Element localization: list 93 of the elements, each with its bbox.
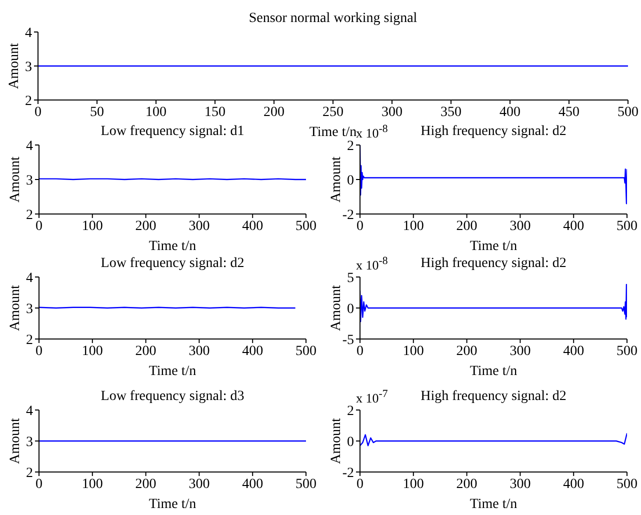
text: x 10$^{-7}$ [356,388,388,406]
chart-title: Sensor normal working signal [248,11,418,27]
y-tick-label: -2 [342,208,354,223]
x-tick-label: 300 [188,476,210,492]
y-axis-title: Amount [8,418,23,464]
x-tick-label: 300 [382,104,402,120]
x-tick-label: 200 [456,476,478,492]
x-axis-title: Time t/n [470,239,518,254]
x-axis-title: Time t/n [148,364,196,379]
y-axis-title: Amount [6,42,22,89]
x-tick-label: 200 [135,218,156,234]
x-tick-label: 100 [82,344,103,359]
x-tick-label: 500 [616,476,638,492]
x-tick-label: 100 [402,476,424,492]
x-tick-label: 400 [563,218,584,234]
x-axis-title: Time t/n [470,497,518,512]
x-tick-label: 400 [242,344,264,359]
y-tick-label: 5 [347,270,354,286]
text: x 10$^{-8}$ [356,123,388,142]
y-tick-label: 2 [26,332,33,348]
x-tick-label: 400 [242,476,264,492]
x-tick-label: 0 [36,476,42,492]
x-tick-label: 200 [135,344,156,359]
line-series [360,432,627,446]
x-tick-label: 350 [440,104,462,120]
x-tick-label: 500 [616,218,638,234]
x-tick-label: 500 [616,344,638,359]
chart-title: Low frequency signal: d2 [100,256,246,272]
x-tick-label: 100 [82,218,103,234]
x-axis-title: Time t/n [470,364,518,379]
x-tick-label: 300 [188,344,210,359]
x-tick-label: 200 [264,104,284,120]
x-tick-label: 400 [242,218,264,234]
y-axis-title: Amount [8,156,23,202]
x-axis-title: Time t/n [309,125,357,140]
x-tick-label: 300 [188,218,210,234]
y-tick-label: 4 [26,138,33,154]
y-tick-label: 4 [25,26,32,41]
y-tick-label: 3 [25,60,32,75]
y-axis-title: Amount [328,156,344,202]
text: x 10$^{-8}$ [356,255,388,274]
y-tick-label: 4 [26,404,33,419]
y-tick-label: 0 [347,434,354,450]
x-tick-label: 500 [296,476,316,492]
x-tick-label: 500 [618,104,638,120]
x-tick-label: 100 [82,476,103,492]
chart-title: High frequency signal: d2 [420,389,566,404]
chart-title: Low frequency signal: d1 [100,124,246,140]
line-series [360,284,627,322]
x-tick-label: 200 [135,476,156,492]
y-tick-label: 2 [347,404,354,419]
x-tick-label: 0 [36,218,42,234]
chart-title: High frequency signal: d2 [420,124,566,139]
x-tick-label: 300 [510,344,531,359]
x-tick-label: 200 [456,344,478,359]
x-tick-label: 400 [563,476,584,492]
y-tick-label: 2 [25,94,32,109]
y-tick-label: 2 [26,208,33,223]
x-tick-label: 250 [322,104,344,120]
y-axis-title: Amount [328,418,344,464]
x-tick-label: 50 [90,104,104,120]
y-tick-label: 3 [26,434,33,450]
x-tick-label: 100 [146,104,166,120]
x-tick-label: 300 [510,476,531,492]
x-tick-label: 200 [456,218,478,234]
x-tick-label: 150 [204,104,226,120]
y-axis-title: Amount [8,284,23,331]
x-tick-label: 400 [563,344,584,359]
x-tick-label: 400 [500,104,520,120]
x-tick-label: 450 [558,104,580,120]
y-tick-label: 2 [26,466,33,481]
x-tick-label: 500 [296,344,316,359]
x-axis-title: Time t/n [148,497,196,512]
x-tick-label: 0 [356,218,364,234]
y-tick-label: 3 [26,173,33,188]
x-axis-title: Time t/n [148,239,196,254]
y-tick-label: 0 [347,302,354,317]
y-tick-label: -5 [342,332,354,348]
x-tick-label: 0 [356,476,364,492]
x-tick-label: 500 [296,218,316,234]
x-tick-label: 300 [510,218,531,234]
x-tick-label: 0 [356,344,364,359]
y-tick-label: 0 [347,173,354,188]
x-tick-label: 0 [36,344,42,359]
x-tick-label: 100 [402,218,424,234]
chart-title: High frequency signal: d2 [420,256,566,271]
x-tick-label: 100 [402,344,424,359]
y-tick-label: 2 [347,138,354,154]
y-tick-label: -2 [342,466,354,481]
chart-title: Low frequency signal: d3 [100,389,246,405]
y-tick-label: 3 [26,302,33,317]
y-tick-label: 4 [26,270,33,286]
y-axis-title: Amount [328,284,344,331]
